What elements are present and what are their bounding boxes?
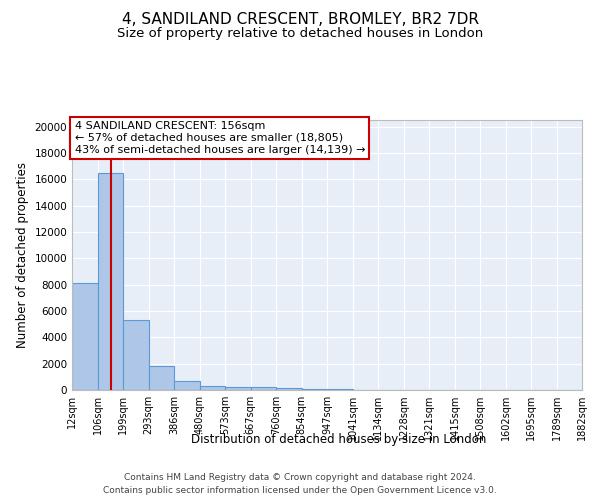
Text: Contains public sector information licensed under the Open Government Licence v3: Contains public sector information licen… — [103, 486, 497, 495]
Bar — [302, 388, 327, 390]
Bar — [251, 388, 276, 390]
Bar — [123, 320, 149, 390]
Text: Size of property relative to detached houses in London: Size of property relative to detached ho… — [117, 28, 483, 40]
Y-axis label: Number of detached properties: Number of detached properties — [16, 162, 29, 348]
Bar — [200, 386, 225, 390]
Text: Distribution of detached houses by size in London: Distribution of detached houses by size … — [191, 432, 487, 446]
Text: Contains HM Land Registry data © Crown copyright and database right 2024.: Contains HM Land Registry data © Crown c… — [124, 472, 476, 482]
Text: 4, SANDILAND CRESCENT, BROMLEY, BR2 7DR: 4, SANDILAND CRESCENT, BROMLEY, BR2 7DR — [121, 12, 479, 28]
Bar — [72, 284, 98, 390]
Bar — [276, 388, 302, 390]
Bar — [174, 381, 200, 390]
Text: 4 SANDILAND CRESCENT: 156sqm
← 57% of detached houses are smaller (18,805)
43% o: 4 SANDILAND CRESCENT: 156sqm ← 57% of de… — [74, 122, 365, 154]
Bar — [225, 388, 251, 390]
Bar — [98, 172, 123, 390]
Bar — [149, 366, 174, 390]
